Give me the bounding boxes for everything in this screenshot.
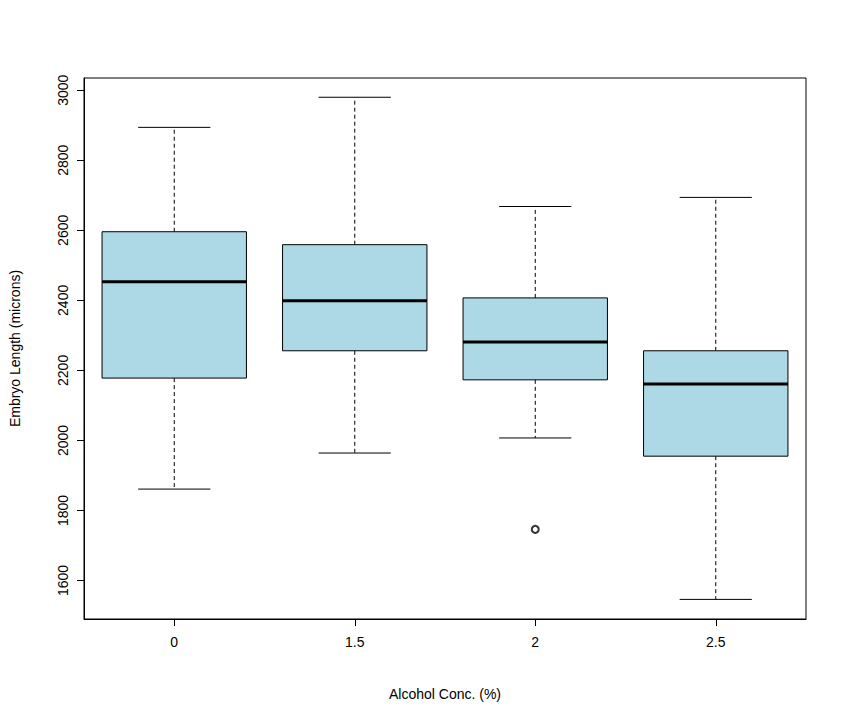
svg-text:3000: 3000	[55, 74, 71, 105]
svg-text:Alcohol Conc. (%): Alcohol Conc. (%)	[389, 686, 501, 702]
svg-text:2800: 2800	[55, 145, 71, 176]
svg-text:0: 0	[170, 634, 178, 650]
svg-text:2.5: 2.5	[706, 634, 726, 650]
svg-text:Embryo Length (microns): Embryo Length (microns)	[7, 270, 23, 427]
svg-text:2400: 2400	[55, 285, 71, 316]
svg-text:1600: 1600	[55, 565, 71, 596]
svg-text:2000: 2000	[55, 425, 71, 456]
svg-text:1800: 1800	[55, 495, 71, 526]
svg-text:2600: 2600	[55, 215, 71, 246]
svg-text:1.5: 1.5	[345, 634, 365, 650]
svg-text:2: 2	[531, 634, 539, 650]
svg-text:2200: 2200	[55, 355, 71, 386]
